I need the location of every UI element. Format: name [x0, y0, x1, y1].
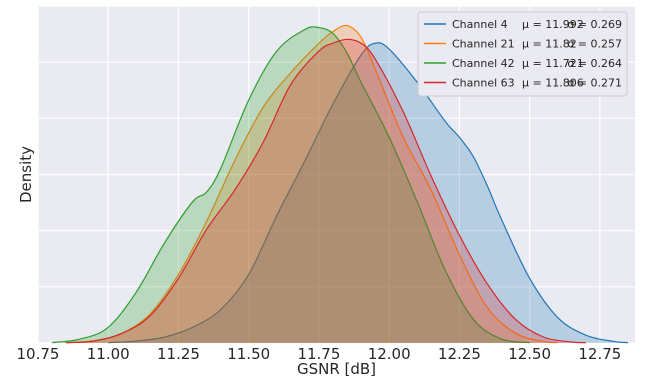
density-area [66, 25, 558, 343]
density-line [108, 42, 629, 344]
legend-label: Channel 63 [452, 77, 515, 90]
density-area [66, 39, 586, 344]
legend-label: Channel 21 [452, 38, 515, 51]
legend-mu: μ = 11.806 [522, 77, 584, 90]
x-axis-label: GSNR [dB] [297, 360, 376, 378]
legend-mu: μ = 11.992 [522, 18, 584, 31]
legend-sigma: σ = 0.264 [567, 57, 622, 70]
legend-sigma: σ = 0.271 [567, 77, 622, 90]
legend-sigma: σ = 0.257 [567, 38, 622, 51]
x-tick-label: 12.50 [508, 345, 551, 363]
legend-mu: μ = 11.721 [522, 57, 584, 70]
legend-box [417, 11, 628, 97]
density-area [108, 42, 628, 344]
y-axis-label: Density [17, 146, 35, 203]
legend-mu: μ = 11.82 [522, 38, 577, 51]
legend-label: Channel 42 [452, 57, 515, 70]
x-ticks: 10.75 11.00 11.25 11.50 11.75 12.00 12.25 12.50… [17, 345, 622, 363]
x-tick-label: 12.25 [438, 345, 481, 363]
x-tick-label: 12.00 [368, 345, 411, 363]
x-tick-label: 11.25 [157, 345, 200, 363]
density-line [66, 24, 558, 344]
legend-entry: Channel 21 μ = 11.82σ = 0.257 [424, 38, 622, 51]
x-tick-label: 12.75 [578, 345, 621, 363]
density-line [66, 38, 586, 344]
legend-label: Channel 4 [452, 18, 508, 31]
x-tick-label: 11.50 [227, 345, 270, 363]
x-tick-label: 11.75 [297, 345, 340, 363]
series-channel-42 [51, 26, 530, 344]
density-line [51, 26, 530, 344]
x-tick-label: 10.75 [17, 345, 60, 363]
series-channel-63 [66, 38, 586, 344]
density-area [52, 26, 530, 343]
x-tick-label: 11.00 [87, 345, 130, 363]
legend-sigma: σ = 0.269 [567, 18, 622, 31]
series-channel-4 [108, 42, 629, 344]
series-channel-21 [66, 24, 558, 344]
series-layer [51, 24, 629, 344]
